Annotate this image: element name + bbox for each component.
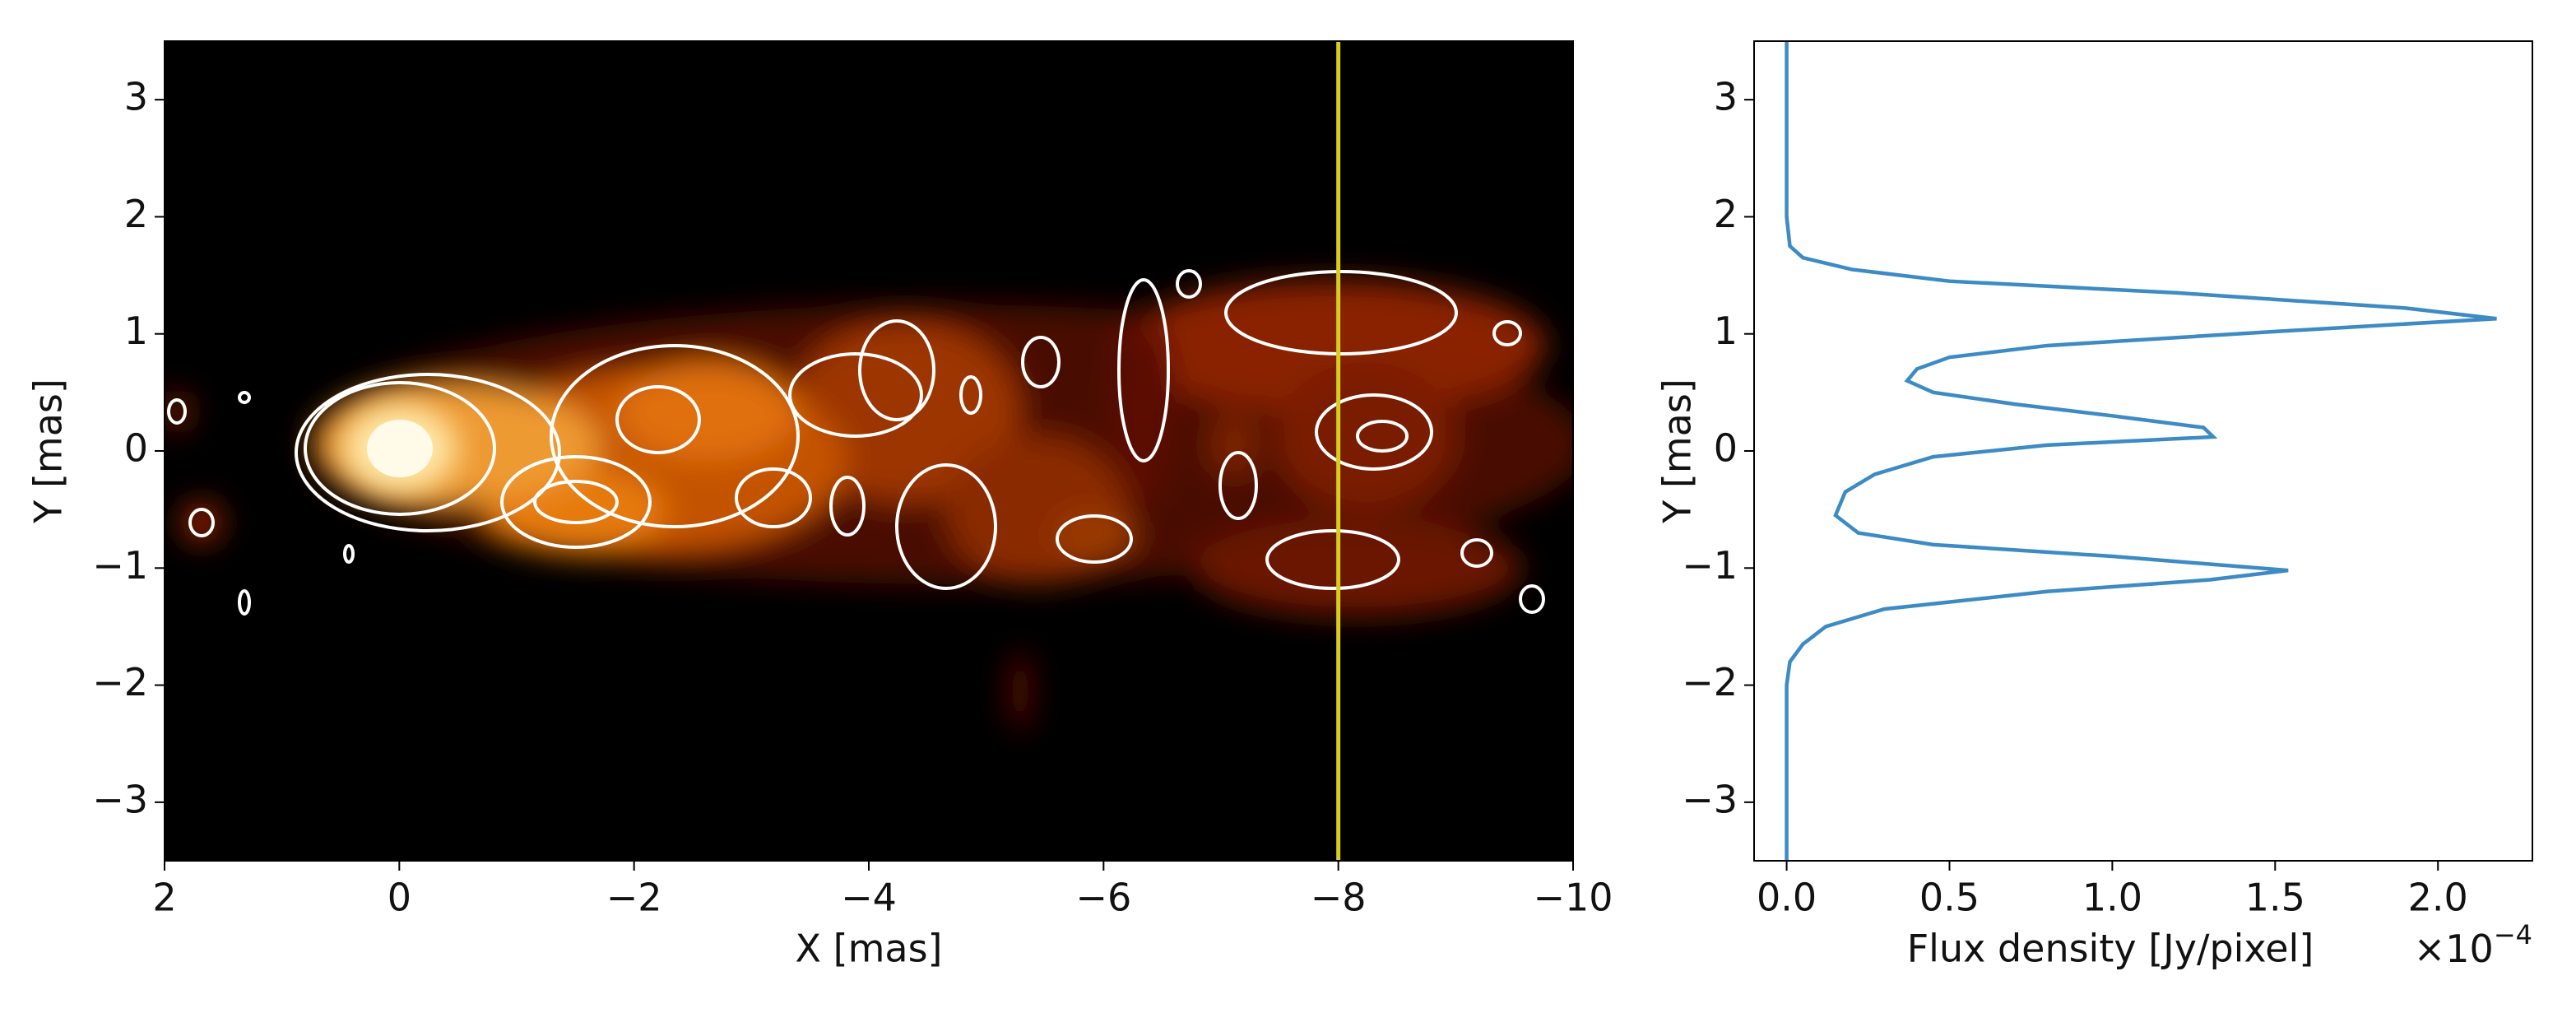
x-offset-exponent: −4 bbox=[2494, 919, 2532, 950]
x-tick-label: 0.5 bbox=[1919, 876, 1980, 920]
x-tick-label: 0 bbox=[388, 876, 411, 920]
x-tick-label: −2 bbox=[606, 876, 662, 920]
y-tick-label: 2 bbox=[1714, 192, 1738, 236]
plot-area bbox=[1754, 41, 2532, 861]
x-axis-label: Flux density [Jy/pixel] bbox=[1907, 927, 2314, 971]
y-tick-label: 1 bbox=[124, 309, 148, 353]
y-tick-label: −2 bbox=[92, 660, 148, 704]
y-tick-label: −2 bbox=[1682, 660, 1738, 704]
y-tick-label: 3 bbox=[1714, 75, 1738, 119]
y-tick-label: 0 bbox=[124, 426, 148, 471]
y-tick-label: −3 bbox=[1682, 777, 1738, 821]
y-tick-label: −1 bbox=[92, 543, 148, 588]
x-tick-label: 1.0 bbox=[2082, 876, 2142, 920]
x-axis-label: X [mas] bbox=[796, 927, 943, 971]
y-tick-label: 3 bbox=[124, 75, 148, 119]
y-tick-label: 0 bbox=[1714, 426, 1738, 471]
x-offset-text: ×10−4 bbox=[2414, 919, 2532, 971]
y-tick-label: 2 bbox=[124, 192, 148, 236]
y-axis-label: Y [mas] bbox=[26, 379, 71, 524]
intensity-map bbox=[165, 269, 1573, 732]
x-offset-base: ×10 bbox=[2414, 927, 2494, 971]
x-tick-label: 2 bbox=[152, 876, 176, 920]
x-tick-label: 2.0 bbox=[2408, 876, 2468, 920]
x-tick-label: −6 bbox=[1075, 876, 1131, 920]
x-tick-label: 1.5 bbox=[2245, 876, 2305, 920]
x-tick-label: −4 bbox=[841, 876, 897, 920]
y-tick-label: −1 bbox=[1682, 543, 1738, 588]
y-axis-label: Y [mas] bbox=[1655, 379, 1700, 524]
x-tick-label: −10 bbox=[1533, 876, 1613, 920]
profile-line bbox=[1785, 41, 2497, 861]
y-tick-label: −3 bbox=[92, 777, 148, 821]
x-tick-label: −8 bbox=[1311, 876, 1367, 920]
y-tick-label: 1 bbox=[1714, 309, 1738, 353]
x-tick-label: 0.0 bbox=[1757, 876, 1817, 920]
